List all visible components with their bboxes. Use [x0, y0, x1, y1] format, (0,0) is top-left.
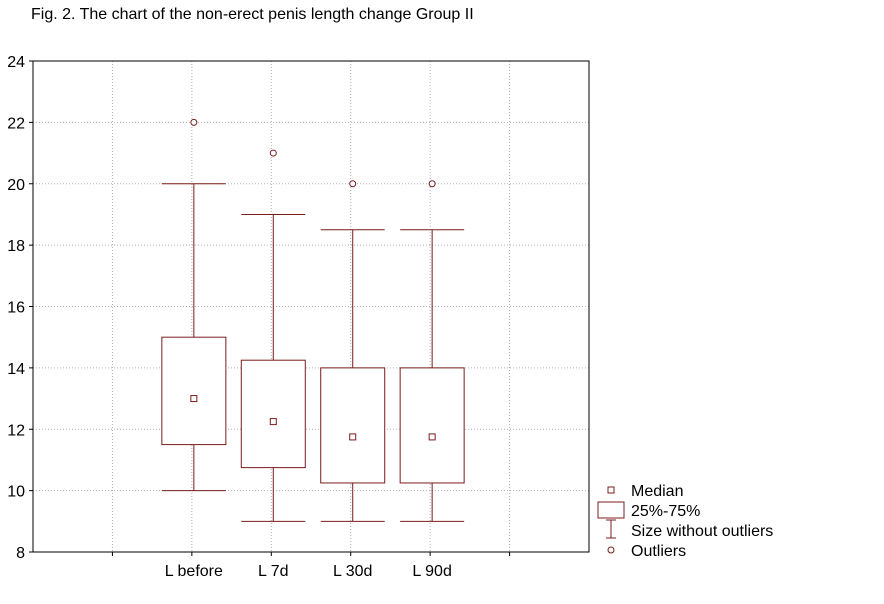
grid-lines: [33, 61, 589, 552]
y-tick-label: 16: [7, 300, 25, 317]
legend-label: 25%-75%: [631, 503, 700, 520]
x-tick-label: L before: [165, 563, 223, 580]
legend-median-symbol: [607, 486, 615, 494]
box-plot-l-30d: [320, 180, 386, 522]
iqr-box: [161, 336, 227, 446]
legend-label: Outliers: [631, 543, 686, 560]
legend-label: Size without outliers: [631, 523, 773, 540]
y-tick-label: 24: [7, 54, 25, 71]
plot-frame: [32, 60, 590, 553]
outlier-point: [190, 118, 198, 126]
legend-outlier-symbol: [607, 546, 615, 554]
x-tick-label: L 90d: [412, 563, 451, 580]
legend-box-symbol: [597, 501, 625, 519]
outlier-point: [349, 180, 357, 188]
legend: Median 25%-75% Size without outliers Outlie…: [597, 483, 773, 560]
legend-item-outlier: Outliers: [607, 543, 686, 560]
y-tick-label: 12: [7, 422, 25, 439]
y-tick-label: 22: [7, 115, 25, 132]
box-plot-l-7d: [240, 149, 306, 522]
iqr-box: [320, 367, 386, 484]
x-tick-label: L 30d: [333, 563, 372, 580]
box-plots: [161, 118, 465, 522]
iqr-box: [399, 367, 465, 484]
outlier-point: [428, 180, 436, 188]
chart-title: Fig. 2. The chart of the non-erect penis…: [31, 6, 474, 23]
median-marker: [190, 395, 198, 403]
legend-item-median: Median: [607, 483, 683, 500]
legend-item-box: 25%-75%: [597, 501, 700, 520]
axes: 8 10 12 14 16 18 20 22 24 L before L 7d L 30d L 90d: [7, 54, 511, 580]
y-tick-label: 8: [16, 545, 25, 562]
y-tick-label: 10: [7, 484, 25, 501]
box-plot-l-before: [161, 118, 227, 492]
y-tick-label: 18: [7, 238, 25, 255]
y-tick-label: 14: [7, 361, 25, 378]
median-marker: [269, 418, 277, 426]
outlier-point: [269, 149, 277, 157]
iqr-box: [240, 359, 306, 469]
legend-label: Median: [631, 483, 683, 500]
box-plot-l-90d: [399, 180, 465, 522]
y-tick-label: 20: [7, 177, 25, 194]
x-tick-label: L 7d: [258, 563, 289, 580]
median-marker: [428, 433, 436, 441]
legend-item-whisker: Size without outliers: [606, 519, 773, 540]
median-marker: [349, 433, 357, 441]
